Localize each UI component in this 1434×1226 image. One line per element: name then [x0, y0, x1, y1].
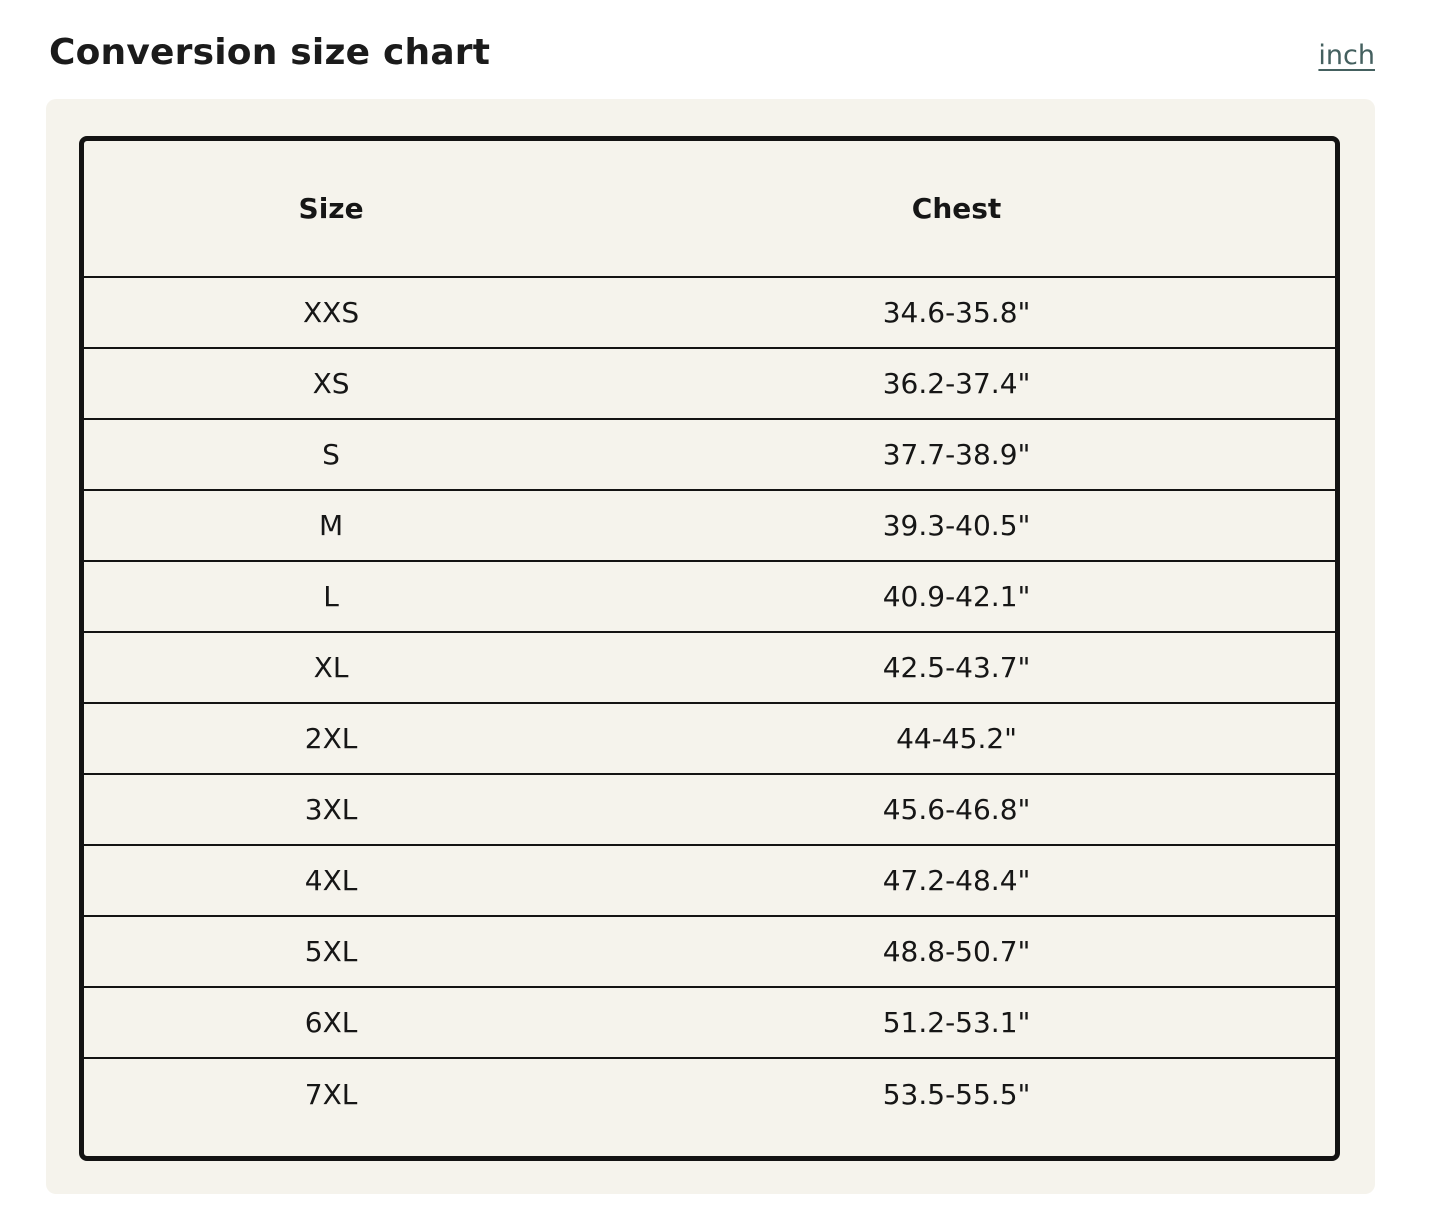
chest-cell: 44-45.2"	[578, 703, 1335, 775]
size-cell: L	[84, 561, 579, 633]
table-row: XS 36.2-37.4"	[84, 348, 1335, 420]
table-row: L 40.9-42.1"	[84, 561, 1335, 633]
chest-cell: 36.2-37.4"	[578, 348, 1335, 420]
table-row: 3XL 45.6-46.8"	[84, 774, 1335, 846]
size-cell: 5XL	[84, 916, 579, 988]
chest-cell: 42.5-43.7"	[578, 632, 1335, 704]
table-row: XL 42.5-43.7"	[84, 632, 1335, 704]
chest-cell: 40.9-42.1"	[578, 561, 1335, 633]
chest-cell: 48.8-50.7"	[578, 916, 1335, 988]
column-header-size: Size	[84, 141, 579, 278]
table-row: 6XL 51.2-53.1"	[84, 987, 1335, 1059]
size-cell: XXS	[84, 277, 579, 349]
table-row: 7XL 53.5-55.5"	[84, 1058, 1335, 1129]
chest-cell: 53.5-55.5"	[882, 1077, 1031, 1111]
size-cell: 7XL	[304, 1077, 358, 1111]
size-cell: S	[84, 419, 579, 491]
page-title: Conversion size chart	[49, 32, 491, 73]
table-row: M 39.3-40.5"	[84, 490, 1335, 562]
size-cell: XS	[84, 348, 579, 420]
size-chart-panel: Size Chest XXS 34.6-35.8" XS 36.2-37.4" …	[46, 99, 1375, 1194]
table-row: 4XL 47.2-48.4"	[84, 845, 1335, 917]
size-cell: 4XL	[84, 845, 579, 917]
size-chart-header: Conversion size chart inch	[0, 0, 1434, 73]
size-chart-table: Size Chest XXS 34.6-35.8" XS 36.2-37.4" …	[84, 141, 1335, 1129]
column-header-chest: Chest	[578, 141, 1335, 278]
chest-cell: 47.2-48.4"	[578, 845, 1335, 917]
chest-cell: 51.2-53.1"	[578, 987, 1335, 1059]
table-row: XXS 34.6-35.8"	[84, 277, 1335, 349]
header-row: Size Chest	[84, 141, 1335, 278]
size-chart-table-frame: Size Chest XXS 34.6-35.8" XS 36.2-37.4" …	[79, 136, 1340, 1161]
table-row: 2XL 44-45.2"	[84, 703, 1335, 775]
table-row: S 37.7-38.9"	[84, 419, 1335, 491]
chest-cell: 45.6-46.8"	[578, 774, 1335, 846]
size-cell: 2XL	[84, 703, 579, 775]
chest-cell: 34.6-35.8"	[578, 277, 1335, 349]
table-row: 5XL 48.8-50.7"	[84, 916, 1335, 988]
size-cell: XL	[84, 632, 579, 704]
unit-toggle-link[interactable]: inch	[1318, 40, 1375, 71]
size-cell: 3XL	[84, 774, 579, 846]
chest-cell: 37.7-38.9"	[578, 419, 1335, 491]
size-cell: 6XL	[84, 987, 579, 1059]
size-cell: M	[84, 490, 579, 562]
chest-cell: 39.3-40.5"	[578, 490, 1335, 562]
